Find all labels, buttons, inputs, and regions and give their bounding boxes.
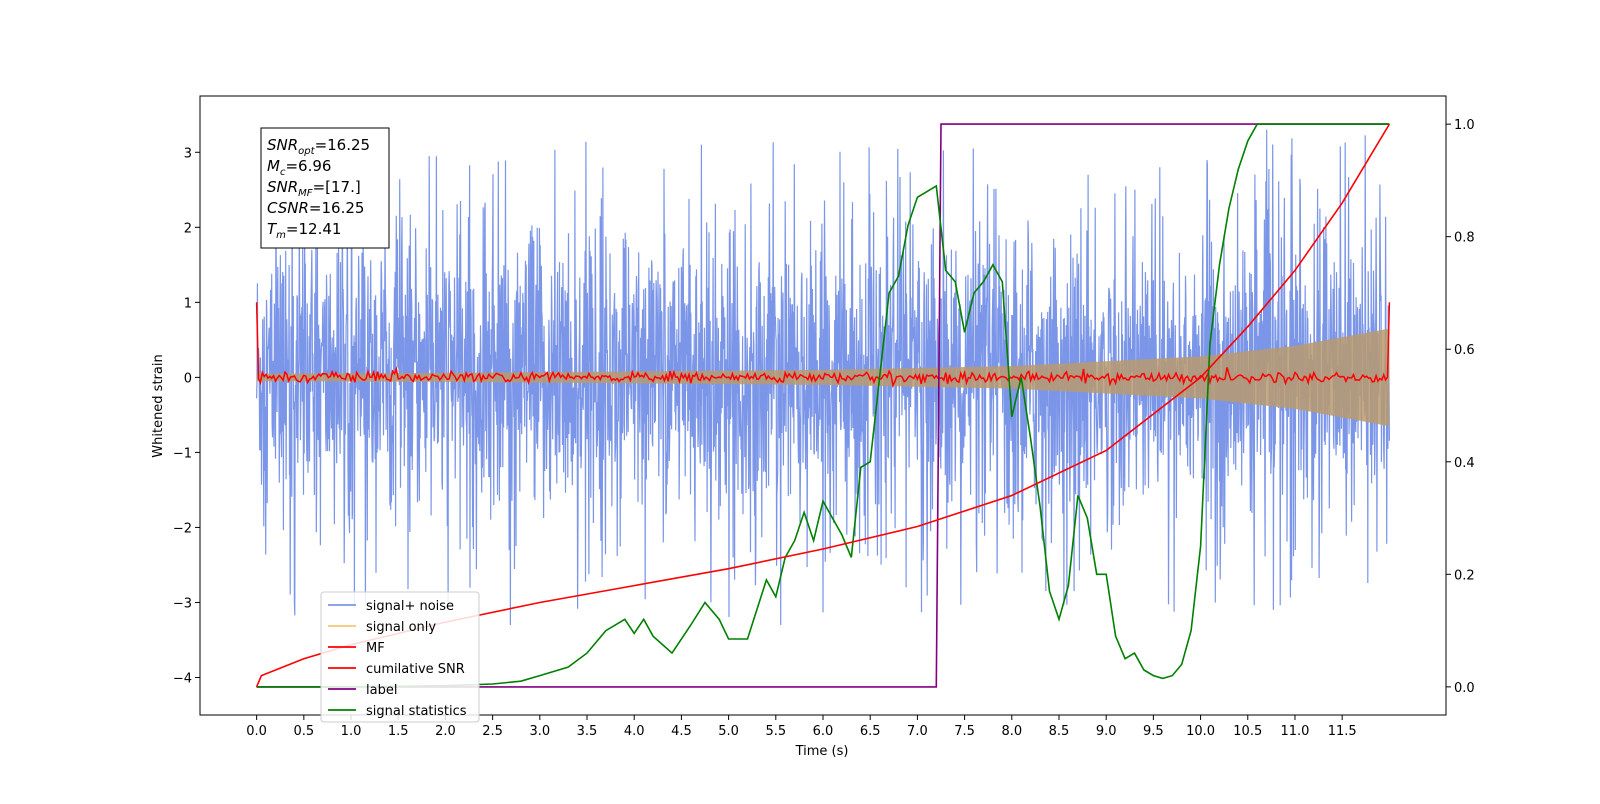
y-tick-label: 1 xyxy=(184,296,192,311)
x-tick-label: 3.5 xyxy=(577,724,598,739)
annotation-line: Mc=6.96 xyxy=(267,157,331,178)
legend: signal+ noise signal only MF cumilative SNR… xyxy=(320,591,480,723)
x-axis: 0.0 0.5 1.0 1.5 2.0 2.5 3.0 3.5 4.0 4.5 5.0 5.5 6.0 6… xyxy=(246,715,1357,739)
x-tick-label: 4.5 xyxy=(671,724,692,739)
legend-item-label: label xyxy=(366,683,397,698)
x-axis-label: Time (s) xyxy=(795,744,849,759)
x-tick-label: 2.0 xyxy=(435,724,456,739)
stats-annotation-box: SNRopt=16.25Mc=6.96SNRMF=[17.]CSNR=16.25… xyxy=(260,127,390,249)
y-tick-label: 3 xyxy=(184,146,192,161)
x-tick-label: 6.5 xyxy=(860,724,881,739)
x-tick-label: 5.0 xyxy=(718,724,739,739)
x-tick-label: 2.5 xyxy=(482,724,503,739)
x-tick-label: 1.5 xyxy=(388,724,409,739)
legend-item-label: signal statistics xyxy=(366,704,467,719)
y-tick-label: 2 xyxy=(184,221,192,236)
y2-tick-label: 0.8 xyxy=(1454,231,1475,246)
legend-item-label: cumilative SNR xyxy=(366,662,465,677)
legend-frame xyxy=(320,591,480,723)
x-tick-label: 4.0 xyxy=(624,724,645,739)
annotation-frame xyxy=(260,127,390,249)
x-tick-label: 10.0 xyxy=(1186,724,1215,739)
y-tick-label: −3 xyxy=(173,596,192,611)
y-tick-label: −4 xyxy=(173,671,192,686)
y2-tick-label: 0.6 xyxy=(1454,343,1475,358)
x-tick-label: 0.0 xyxy=(246,724,267,739)
series-mf xyxy=(255,302,1391,388)
x-tick-label: 11.5 xyxy=(1328,724,1357,739)
x-tick-label: 1.0 xyxy=(341,724,362,739)
y-axis-right: 1.0 0.8 0.6 0.4 0.2 0.0 xyxy=(1446,118,1475,696)
y-axis-left: 3 2 1 0 −1 −2 −3 −4 xyxy=(173,146,200,686)
x-tick-label: 7.0 xyxy=(907,724,928,739)
y2-tick-label: 0.4 xyxy=(1454,456,1475,471)
legend-item-label: signal+ noise xyxy=(366,599,454,614)
x-tick-label: 11.0 xyxy=(1280,724,1309,739)
annotation-line: CSNR=16.25 xyxy=(267,199,364,217)
legend-item-label: MF xyxy=(366,641,385,656)
y-axis-label: Whitened strain xyxy=(151,354,166,457)
series-signal-statistics xyxy=(256,123,1390,688)
x-tick-label: 6.0 xyxy=(813,724,834,739)
x-tick-label: 3.0 xyxy=(529,724,550,739)
x-tick-label: 5.5 xyxy=(765,724,786,739)
x-tick-label: 9.5 xyxy=(1143,724,1164,739)
y-tick-label: −1 xyxy=(173,446,192,461)
x-tick-label: 0.5 xyxy=(293,724,314,739)
annotation-line: Tm=12.41 xyxy=(267,220,341,241)
y2-tick-label: 0.0 xyxy=(1454,681,1475,696)
y2-tick-label: 1.0 xyxy=(1454,118,1475,133)
annotation-line: SNRMF=[17.] xyxy=(267,178,361,199)
annotation-line: SNRopt=16.25 xyxy=(267,136,370,157)
y-tick-label: 0 xyxy=(184,371,192,386)
y-tick-label: −2 xyxy=(173,521,192,536)
legend-item-label: signal only xyxy=(366,620,436,635)
x-tick-label: 8.5 xyxy=(1049,724,1070,739)
series-label xyxy=(256,123,1390,688)
x-tick-label: 9.0 xyxy=(1096,724,1117,739)
x-tick-label: 7.5 xyxy=(954,724,975,739)
y2-tick-label: 0.2 xyxy=(1454,568,1475,583)
x-tick-label: 10.5 xyxy=(1233,724,1262,739)
x-tick-label: 8.0 xyxy=(1001,724,1022,739)
